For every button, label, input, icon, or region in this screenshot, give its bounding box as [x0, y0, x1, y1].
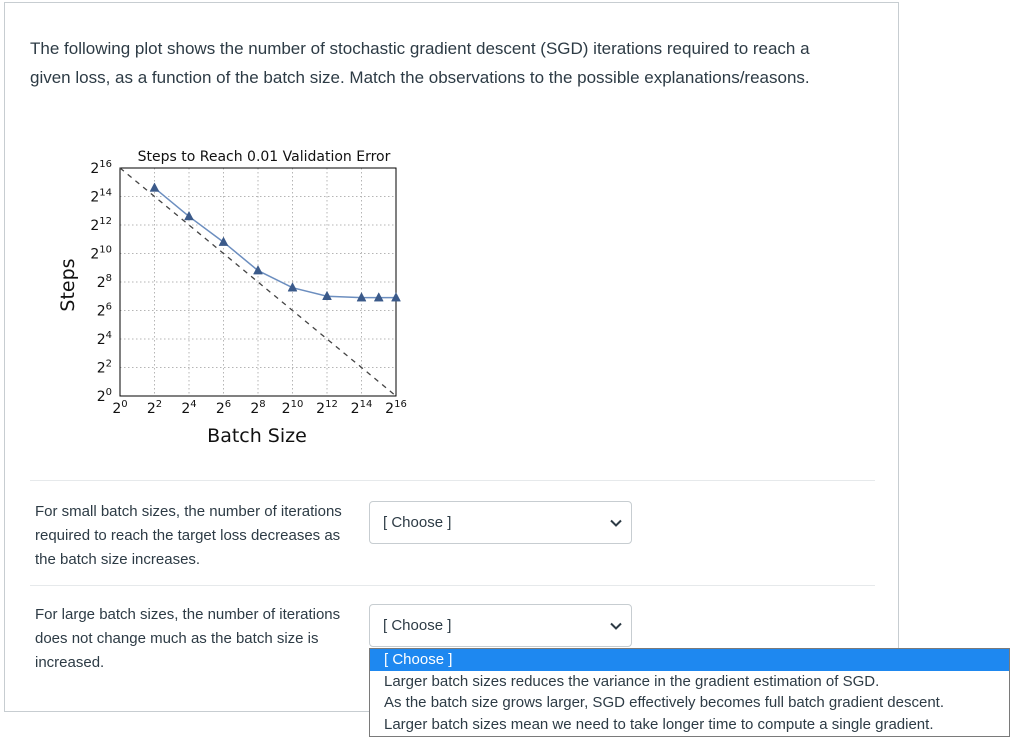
y-tick-label: 24: [97, 330, 112, 348]
answer-select-1[interactable]: [ Choose ]: [369, 501, 632, 544]
option-compute-time[interactable]: Larger batch sizes mean we need to take …: [384, 715, 934, 733]
divider: [30, 585, 875, 586]
data-point-marker: [322, 290, 332, 300]
data-point-marker: [373, 292, 384, 302]
question-card: [4, 2, 899, 712]
y-tick-label: 20: [97, 387, 112, 405]
chart-x-axis-label: Batch Size: [207, 425, 307, 445]
data-point-marker: [184, 210, 194, 221]
chevron-down-icon: [610, 622, 622, 630]
y-tick-label: 22: [97, 359, 112, 377]
divider: [30, 480, 875, 481]
chart-title: Steps to Reach 0.01 Validation Error: [138, 149, 391, 165]
x-tick-label: 216: [385, 399, 407, 417]
statement-1: For small batch sizes, the number of ite…: [35, 503, 342, 568]
option-variance-reduction[interactable]: Larger batch sizes reduces the variance …: [384, 672, 880, 690]
data-point-marker: [391, 292, 401, 302]
plot-frame: [119, 167, 397, 397]
option-full-batch-gd[interactable]: As the batch size grows larger, SGD effe…: [384, 694, 945, 711]
data-point-marker: [356, 292, 367, 302]
x-tick-label: 22: [147, 399, 162, 417]
plot-area: 20 22 24 26 28 210 212 214 216 20 22 24 26 28 210 212 21…: [90, 159, 406, 417]
select-options-list[interactable]: [ Choose ] Larger batch sizes reduces th…: [369, 648, 1010, 737]
question-text: The following plot shows the number of s…: [30, 39, 810, 87]
data-point-marker: [218, 236, 229, 246]
y-tick-label: 216: [90, 159, 112, 177]
data-point-marker: [253, 265, 263, 275]
steps-chart: Steps to Reach 0.01 Validation Error Ste…: [57, 149, 407, 445]
data-point-marker: [149, 182, 160, 192]
x-tick-label: 212: [316, 399, 338, 417]
y-tick-label: 28: [97, 273, 112, 291]
chart-y-axis-label: Steps: [57, 258, 79, 311]
option-choose[interactable]: [ Choose ]: [370, 649, 1009, 671]
y-tick-label: 214: [90, 188, 112, 206]
steps-series-line: [154, 187, 396, 299]
data-point-marker: [287, 282, 298, 292]
x-tick-label: 214: [351, 399, 373, 417]
select-value: [ Choose ]: [383, 617, 452, 634]
x-tick-label: 26: [216, 399, 231, 417]
y-tick-label: 210: [90, 245, 112, 263]
x-tick-label: 28: [250, 399, 265, 417]
x-tick-label: 210: [282, 399, 304, 417]
chevron-down-icon: [610, 519, 622, 527]
y-tick-label: 26: [97, 302, 112, 320]
answer-select-2[interactable]: [ Choose ]: [369, 604, 632, 647]
y-tick-label: 212: [90, 216, 112, 234]
x-tick-label: 20: [112, 399, 127, 417]
x-tick-label: 24: [181, 399, 196, 417]
select-value: [ Choose ]: [383, 514, 452, 531]
statement-2: For large batch sizes, the number of ite…: [35, 606, 341, 671]
